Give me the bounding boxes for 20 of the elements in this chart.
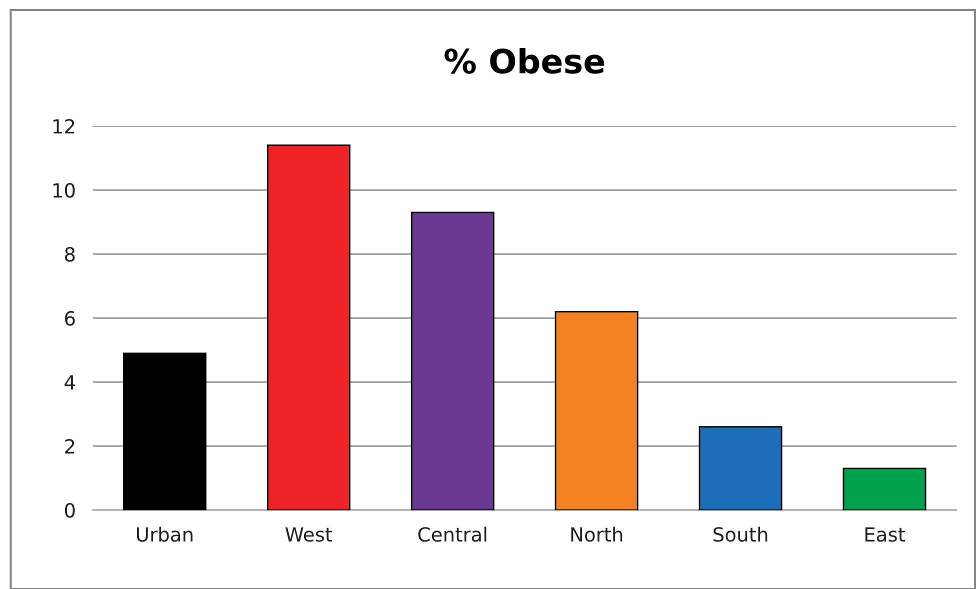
y-tick-label: 0 xyxy=(64,503,75,518)
y-tick-label: 4 xyxy=(64,375,75,390)
bar xyxy=(266,144,350,510)
x-tick-label: West xyxy=(285,527,332,542)
y-tick-label: 10 xyxy=(53,183,75,198)
bar xyxy=(554,310,638,510)
y-tick-label: 2 xyxy=(65,439,74,454)
bar xyxy=(842,468,926,510)
y-tick-label: 12 xyxy=(53,119,74,134)
y-tick-label: 6 xyxy=(65,311,75,326)
chart-title: % Obese xyxy=(444,48,604,74)
x-tick-label: Urban xyxy=(136,526,192,542)
x-tick-label: North xyxy=(571,526,622,542)
y-tick-label: 8 xyxy=(65,247,75,262)
bar xyxy=(410,212,494,510)
bar xyxy=(122,352,206,510)
x-tick-label: South xyxy=(714,526,768,542)
x-tick-label: Central xyxy=(418,526,486,542)
x-tick-label: East xyxy=(865,527,906,542)
bar xyxy=(698,426,782,510)
